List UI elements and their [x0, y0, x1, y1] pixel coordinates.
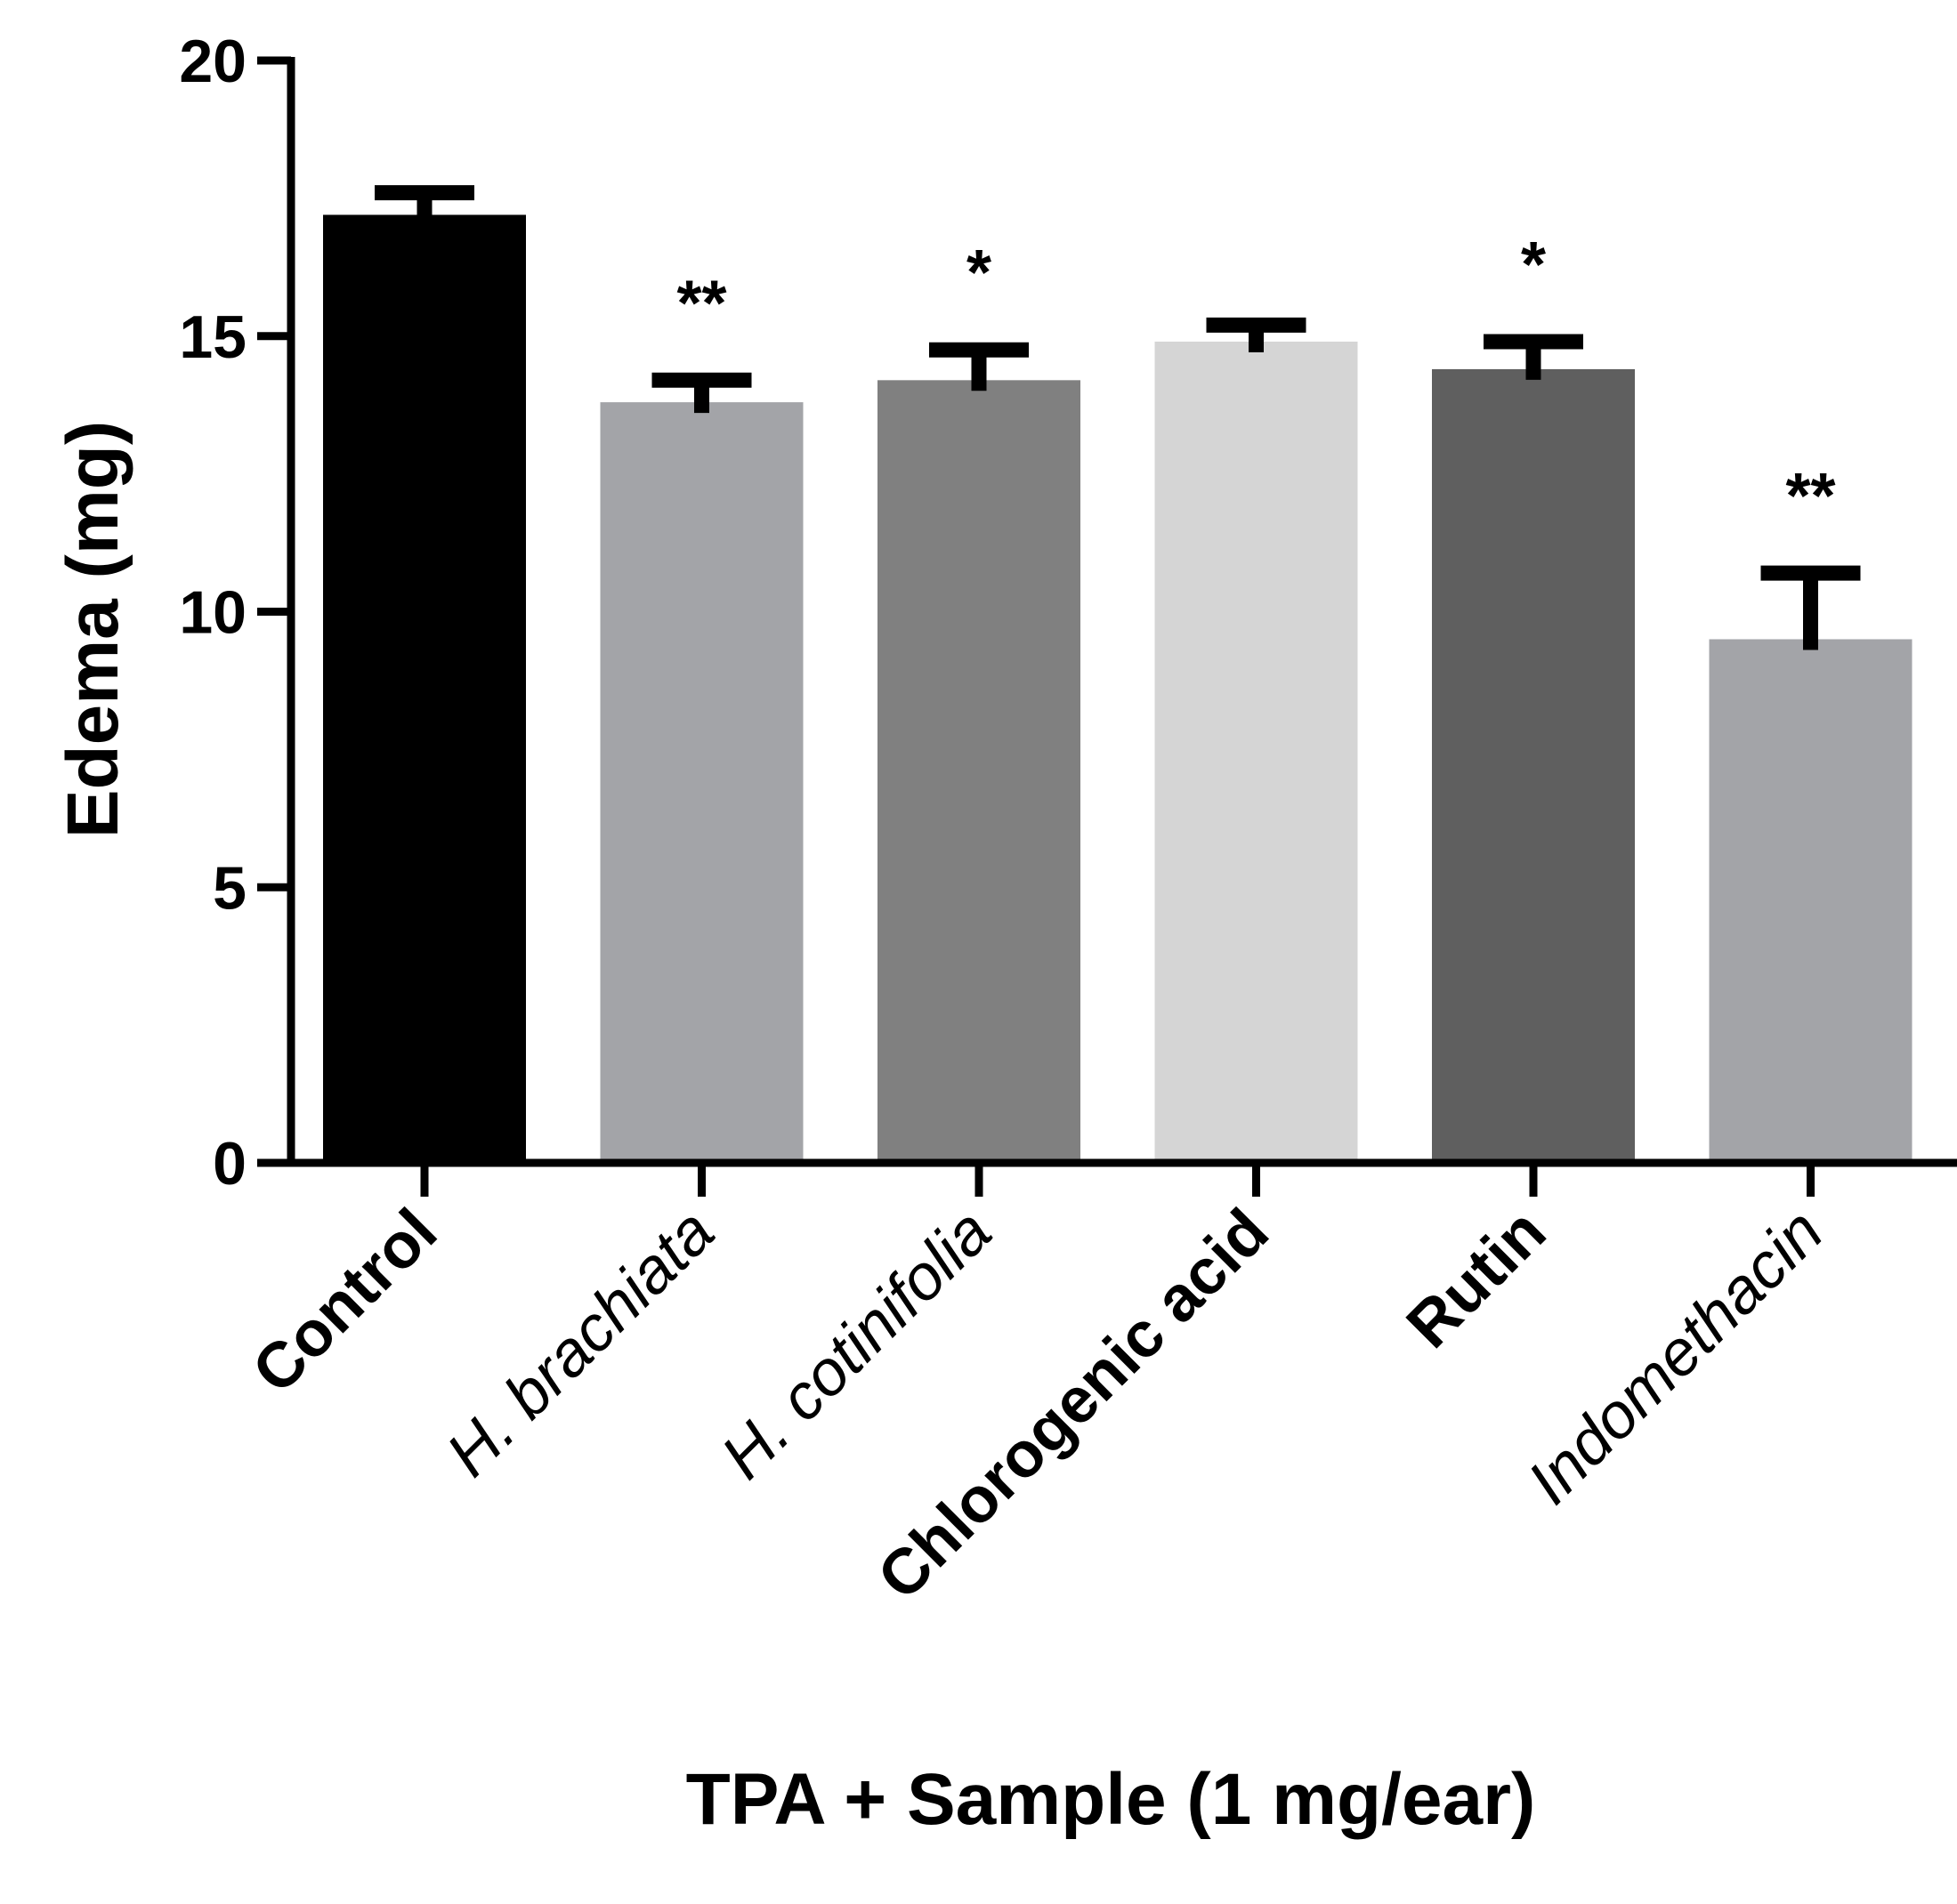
x-category-label: Control — [239, 1196, 451, 1408]
significance-label: * — [966, 238, 991, 309]
y-tick-label: 15 — [179, 303, 247, 371]
x-category-label: Indomethacin — [1515, 1196, 1837, 1518]
y-tick-label: 5 — [213, 854, 247, 922]
significance-layer: ** * *** — [676, 230, 1835, 532]
x-category-label: Rutin — [1394, 1196, 1560, 1362]
y-tick-label: 20 — [179, 28, 247, 95]
significance-label: ** — [1785, 461, 1835, 532]
bar — [1154, 341, 1358, 1159]
bar — [323, 214, 526, 1160]
bar — [600, 402, 804, 1160]
y-tick-label: 10 — [179, 579, 247, 647]
bar — [877, 380, 1080, 1159]
bar — [1432, 368, 1635, 1159]
bar — [1709, 639, 1913, 1159]
x-axis-title: TPA + Sample (1 mg/ear) — [686, 1759, 1536, 1840]
bars-layer — [323, 214, 1913, 1160]
y-axis-title: Edema (mg) — [53, 421, 133, 838]
axes-layer — [287, 57, 1957, 1167]
significance-label: * — [1521, 230, 1546, 301]
x-category-label: H. cotinifolia — [708, 1196, 1005, 1493]
significance-label: ** — [676, 268, 726, 339]
y-tick-label: 0 — [213, 1130, 247, 1198]
x-category-label: H. brachiata — [433, 1196, 728, 1490]
error-bars-layer — [375, 185, 1861, 650]
y-ticks-layer: 0 5 10 15 20 — [179, 28, 291, 1198]
